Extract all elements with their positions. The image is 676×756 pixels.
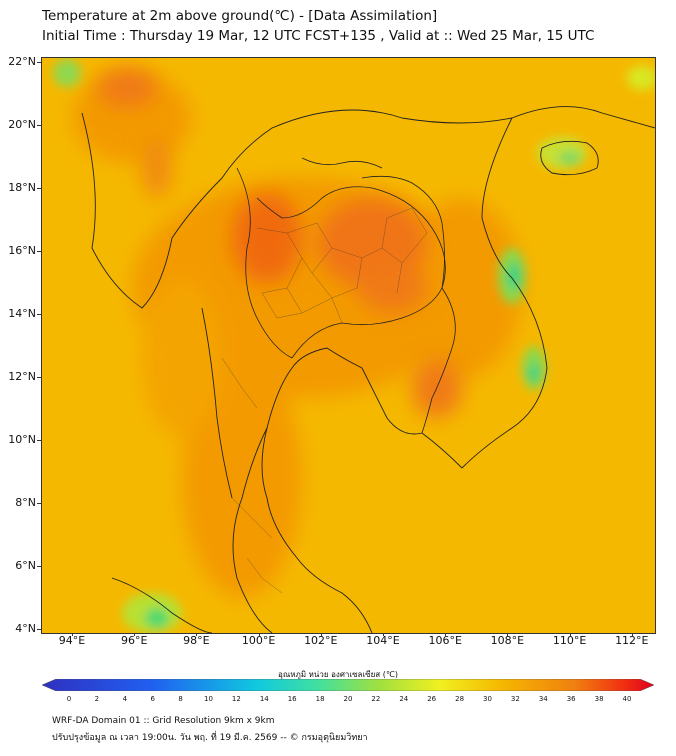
latitude-label: 22°N [8, 55, 36, 68]
colorbar-tick-label: 38 [594, 695, 604, 703]
latitude-tick [37, 629, 41, 630]
colorbar [42, 679, 654, 691]
latitude-tick [37, 125, 41, 126]
longitude-label: 108°E [490, 634, 525, 647]
longitude-tick [196, 633, 198, 636]
latitude-tick [37, 188, 41, 189]
longitude-label: 100°E [241, 634, 276, 647]
longitude-label: 96°E [120, 634, 148, 647]
temperature-field [42, 58, 655, 633]
colorbar-tick-label: 6 [150, 695, 155, 703]
latitude-label: 14°N [8, 307, 36, 320]
footer-model-info: WRF-DA Domain 01 :: Grid Resolution 9km … [52, 716, 275, 726]
colorbar-tick-label: 32 [510, 695, 520, 703]
longitude-tick [134, 633, 136, 636]
colorbar-tick-label: 20 [343, 695, 353, 703]
latitude-tick [37, 62, 41, 63]
longitude-label: 110°E [552, 634, 587, 647]
colorbar-tick-label: 0 [66, 695, 72, 703]
map-subtitle: Initial Time : Thursday 19 Mar, 12 UTC F… [42, 28, 595, 44]
latitude-label: 6°N [15, 559, 36, 572]
longitude-label: 102°E [304, 634, 338, 647]
longitude-label: 112°E [615, 634, 649, 647]
colorbar-tick-label: 16 [287, 695, 297, 703]
latitude-label: 10°N [8, 433, 36, 446]
latitude-tick [37, 314, 41, 315]
longitude-tick [507, 633, 509, 636]
colorbar-tick-label: 4 [122, 695, 128, 703]
longitude-tick [320, 633, 322, 636]
colorbar-tick-label: 36 [566, 695, 576, 703]
longitude-tick [383, 633, 384, 636]
colorbar-tick-label: 10 [204, 695, 213, 703]
longitude-label: 106°E [428, 634, 462, 647]
longitude-tick [258, 633, 260, 636]
map-title: Temperature at 2m above ground(℃) - [Dat… [42, 8, 438, 24]
colorbar-tick-label: 24 [399, 695, 409, 703]
coastlines [81, 106, 655, 633]
latitude-label: 16°N [8, 244, 36, 257]
latitude-tick [37, 566, 41, 567]
latitude-label: 12°N [8, 370, 36, 383]
longitude-tick [445, 633, 447, 636]
longitude-label: 94°E [58, 634, 86, 647]
colorbar-title: อุณหภูมิ หน่วย องศาเซลเซียส (℃) [278, 670, 398, 679]
colorbar-tick-label: 8 [178, 695, 183, 703]
colorbar-tick-label: 30 [483, 695, 492, 703]
colorbar-tick-label: 34 [538, 695, 548, 703]
colorbar-tick-label: 14 [259, 695, 269, 703]
latitude-label: 18°N [8, 181, 36, 194]
latitude-tick [37, 503, 41, 504]
country-borders [236, 157, 456, 434]
longitude-label: 104°E [366, 634, 400, 647]
cool-regions [53, 59, 655, 633]
colorbar-tick-label: 18 [315, 695, 325, 703]
colorbar-tick-label: 28 [455, 695, 465, 703]
latitude-label: 20°N [8, 118, 36, 131]
longitude-label: 98°E [183, 634, 210, 647]
colorbar-ramp [42, 679, 654, 691]
title-block: Temperature at 2m above ground(℃) - [Dat… [42, 6, 594, 46]
colorbar-tick-label: 12 [231, 695, 241, 703]
province-borders [221, 207, 428, 594]
latitude-tick [37, 377, 41, 378]
footer-update-info: ปรับปรุงข้อมูล ณ เวลา 19:00น. วัน พฤ. ที… [52, 733, 368, 743]
latitude-tick [37, 251, 41, 252]
latitude-label: 8°N [15, 496, 36, 509]
latitude-tick [37, 440, 41, 441]
colorbar-tick-label: 40 [622, 695, 632, 703]
longitude-tick [569, 633, 571, 636]
colorbar-tick-label: 22 [371, 695, 381, 703]
latitude-label: 4°N [15, 622, 36, 635]
longitude-tick [631, 633, 633, 636]
colorbar-tick-label: 26 [427, 695, 437, 703]
longitude-tick [72, 633, 73, 636]
temperature-map [41, 57, 656, 634]
colorbar-tick-label: 2 [94, 695, 100, 703]
